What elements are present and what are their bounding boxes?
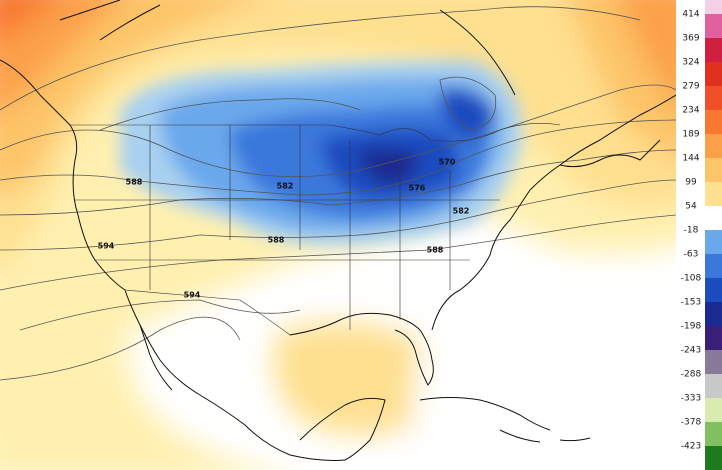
- colorbar-swatch: [705, 230, 722, 254]
- colorbar-label: -378: [681, 418, 702, 428]
- colorbar: 414 369 324 279 234 189 144 99 54 -18 -63 -108 -153 -…: [676, 0, 722, 470]
- colorbar-label: -423: [681, 442, 701, 452]
- colorbar-swatch: [705, 62, 722, 86]
- contour-label: 588: [126, 178, 143, 187]
- colorbar-label: -198: [681, 322, 702, 332]
- colorbar-label: 279: [682, 82, 699, 92]
- colorbar-swatch: [705, 446, 722, 470]
- borders: [70, 123, 561, 336]
- colorbar-label: 234: [682, 106, 699, 116]
- colorbar-swatch: [705, 326, 722, 350]
- colorbar-label: 414: [682, 10, 699, 20]
- contour-labels: 588 582 570 576 582 588 588 594 594: [98, 158, 470, 300]
- colorbar-swatch: [705, 302, 722, 326]
- contour-label: 588: [427, 246, 444, 255]
- colorbar-label: 144: [682, 154, 699, 164]
- colorbar-swatch: [705, 158, 722, 182]
- contour-label: 582: [277, 182, 294, 191]
- map-area: 588 582 570 576 582 588 588 594 594: [0, 0, 676, 470]
- contour-label: 594: [184, 291, 201, 300]
- colorbar-label: -18: [684, 226, 699, 236]
- contour-label: 582: [453, 207, 470, 216]
- colorbar-swatch: [705, 350, 722, 374]
- colorbar-label: 99: [685, 178, 697, 188]
- colorbar-swatch: [705, 278, 722, 302]
- colorbar-swatch: [705, 398, 722, 422]
- colorbar-swatch: [705, 422, 722, 446]
- colorbar-swatch: [705, 182, 722, 206]
- colorbar-label: 369: [682, 34, 699, 44]
- contour-label: 594: [98, 242, 115, 251]
- height-contours: [0, 6, 676, 381]
- colorbar-label: -63: [684, 250, 699, 260]
- colorbar-swatch: [705, 38, 722, 62]
- colorbar-swatch: [705, 374, 722, 398]
- colorbar-label: 324: [682, 58, 699, 68]
- colorbar-label: 189: [682, 130, 699, 140]
- colorbar-swatch: [705, 14, 722, 38]
- colorbar-label: -153: [681, 298, 701, 308]
- negative-anomaly-shading: [120, 60, 522, 246]
- colorbar-swatch: [705, 134, 722, 158]
- colorbar-swatch: [705, 254, 722, 278]
- colorbar-swatch: [705, 206, 722, 230]
- contour-label: 570: [439, 158, 456, 167]
- colorbar-label: -108: [681, 274, 702, 284]
- colorbar-label: -243: [681, 346, 701, 356]
- contour-label: 576: [409, 184, 426, 193]
- colorbar-swatch: [705, 86, 722, 110]
- colorbar-swatch: [705, 110, 722, 134]
- colorbar-label: -288: [681, 370, 702, 380]
- contour-label: 588: [268, 236, 285, 245]
- colorbar-swatch: [705, 0, 722, 14]
- colorbar-label: -333: [681, 394, 701, 404]
- colorbar-label: 54: [685, 202, 697, 212]
